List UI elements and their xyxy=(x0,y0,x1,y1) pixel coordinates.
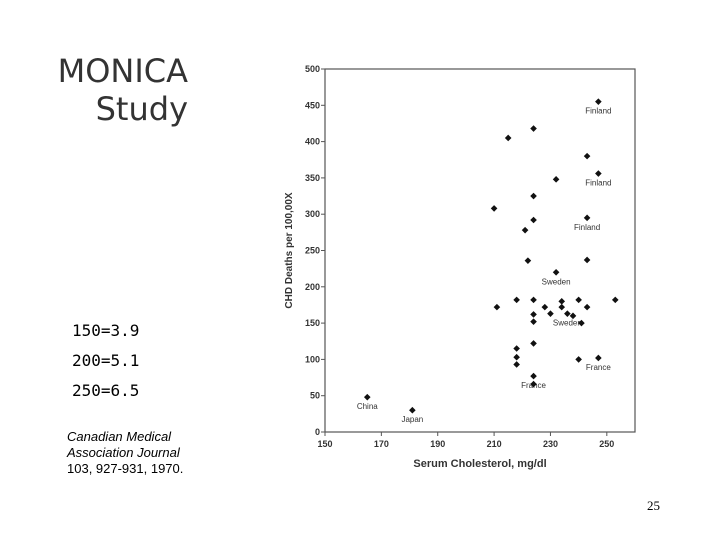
page-number: 25 xyxy=(647,498,660,513)
data-point xyxy=(409,406,416,414)
data-point xyxy=(530,216,537,224)
data-point xyxy=(530,318,537,325)
title-line-1: MONICA xyxy=(57,52,188,90)
data-point xyxy=(541,303,549,311)
y-tick-label: 150 xyxy=(305,318,320,328)
point-label: Finland xyxy=(574,223,600,232)
data-point xyxy=(558,298,566,305)
data-point xyxy=(530,372,537,380)
data-point xyxy=(530,296,537,304)
point-label: Japan xyxy=(401,415,423,424)
data-point xyxy=(513,296,520,304)
plot-frame xyxy=(324,68,636,433)
data-point xyxy=(530,311,537,318)
x-tick-label: 230 xyxy=(543,439,558,449)
x-tick-label: 150 xyxy=(317,439,332,449)
data-point xyxy=(611,296,619,304)
citation-journal-line-2: Association Journal xyxy=(67,445,180,460)
data-point xyxy=(595,354,602,362)
data-point xyxy=(490,205,498,212)
y-tick-label: 50 xyxy=(310,391,320,401)
data-point xyxy=(552,176,560,183)
stat-line: 200=5.1 xyxy=(72,351,140,370)
data-point xyxy=(530,125,537,132)
data-point xyxy=(504,134,512,142)
data-point xyxy=(575,296,582,304)
y-tick-label: 350 xyxy=(305,173,320,183)
data-point xyxy=(524,257,532,264)
data-point xyxy=(513,345,520,352)
stat-line: 250=6.5 xyxy=(72,381,140,400)
cholesterol-stats: 150=3.9 200=5.1 250=6.5 xyxy=(72,316,139,406)
data-point xyxy=(583,256,591,264)
data-point xyxy=(558,303,566,311)
slide-title: MONICA Study xyxy=(58,52,188,128)
data-point xyxy=(547,310,554,317)
data-point xyxy=(513,353,520,361)
y-axis-label: CHD Deaths per 100,00X xyxy=(284,192,295,308)
y-tick-label: 200 xyxy=(305,282,320,292)
data-point xyxy=(493,303,501,311)
data-point xyxy=(595,170,602,177)
data-point xyxy=(530,380,537,388)
y-tick-label: 500 xyxy=(305,64,320,74)
point-label: Finland xyxy=(585,107,611,116)
point-label: China xyxy=(357,402,378,411)
data-point xyxy=(552,268,560,276)
data-point xyxy=(513,361,520,368)
citation: Canadian Medical Association Journal 103… xyxy=(67,429,183,477)
y-tick-label: 450 xyxy=(305,100,320,110)
stat-line: 150=3.9 xyxy=(72,321,140,340)
citation-reference: 103, 927-931, 1970. xyxy=(67,461,184,476)
y-tick-label: 0 xyxy=(315,427,320,437)
data-point xyxy=(564,310,571,317)
data-point xyxy=(521,226,529,234)
x-tick-label: 190 xyxy=(430,439,445,449)
point-label: Finland xyxy=(585,179,611,188)
data-point xyxy=(583,303,591,311)
data-point xyxy=(530,340,537,347)
data-point xyxy=(595,98,602,105)
x-tick-label: 210 xyxy=(487,439,502,449)
x-tick-label: 170 xyxy=(374,439,389,449)
point-label: Sweden xyxy=(542,277,571,286)
data-point xyxy=(583,152,591,160)
data-point xyxy=(575,356,582,363)
data-point xyxy=(363,393,371,401)
citation-journal-line-1: Canadian Medical xyxy=(67,429,172,444)
x-axis-label: Serum Cholesterol, mg/dl xyxy=(413,458,546,470)
y-tick-label: 400 xyxy=(305,137,320,147)
y-tick-label: 100 xyxy=(305,354,320,364)
x-tick-label: 250 xyxy=(599,439,614,449)
data-point xyxy=(578,319,585,327)
point-label: France xyxy=(586,363,611,372)
scatter-chart: 0 50 100 150 200 250 300 350 400 450 500 150 170 190 2… xyxy=(284,64,636,470)
y-tick-label: 250 xyxy=(305,246,320,256)
title-line-2: Study xyxy=(95,90,188,128)
data-point xyxy=(583,214,591,222)
data-point xyxy=(530,192,537,200)
point-label: Sweden xyxy=(553,319,582,328)
y-tick-label: 300 xyxy=(305,209,320,219)
